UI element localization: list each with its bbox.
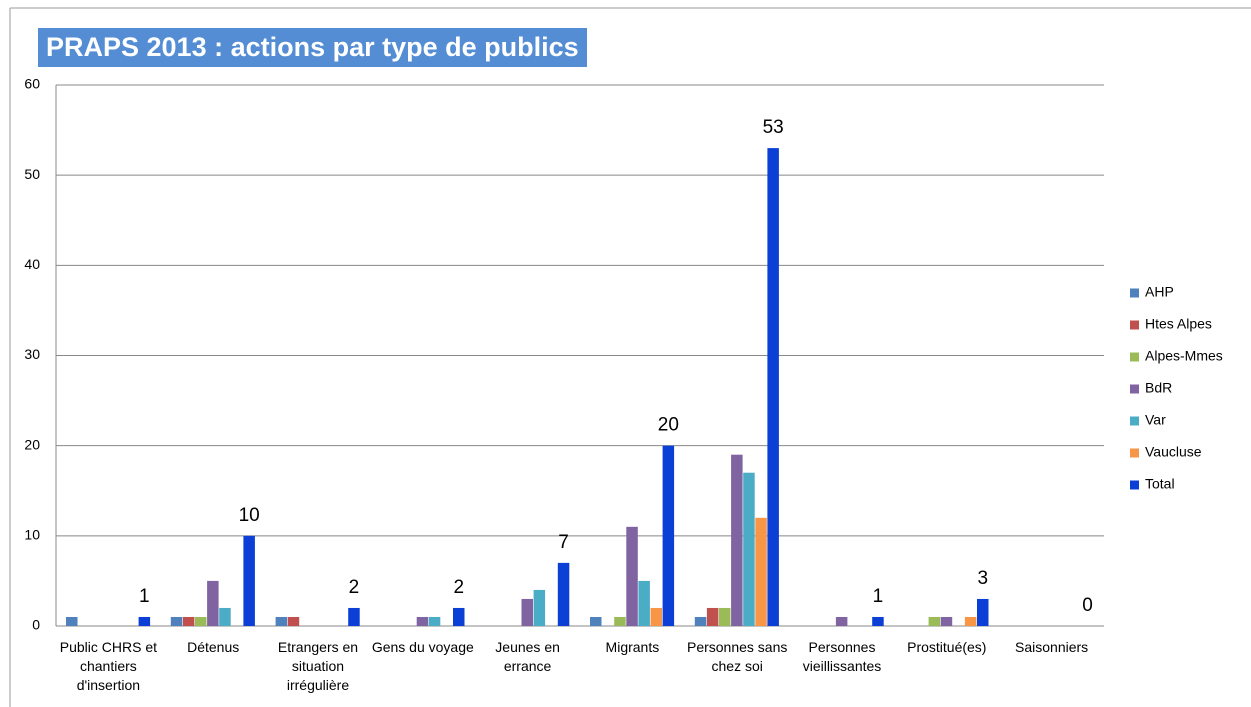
bar bbox=[521, 598, 533, 626]
bar bbox=[557, 562, 570, 626]
y-tick-label: 10 bbox=[24, 527, 40, 543]
x-tick-label: Détenus bbox=[187, 639, 240, 655]
y-tick-label: 40 bbox=[24, 256, 40, 272]
y-tick-label: 0 bbox=[32, 617, 40, 633]
chart-title: PRAPS 2013 : actions par type de publics bbox=[38, 28, 587, 67]
data-label: 1 bbox=[139, 586, 150, 607]
bar bbox=[195, 616, 207, 626]
data-label: 0 bbox=[1082, 595, 1093, 616]
y-tick-label: 60 bbox=[24, 76, 40, 92]
bar bbox=[243, 535, 255, 626]
bar bbox=[219, 607, 231, 626]
bar bbox=[182, 616, 195, 626]
data-label: 2 bbox=[349, 577, 360, 598]
x-tick-label: Personnes vieillissantes bbox=[802, 639, 882, 674]
x-tick-label: Etrangers en situation irrégulière bbox=[277, 639, 359, 693]
bar bbox=[964, 616, 977, 626]
bar bbox=[614, 616, 626, 626]
legend-label: Total bbox=[1145, 476, 1175, 492]
legend-label: Alpes-Mmes bbox=[1145, 348, 1223, 364]
legend-swatch bbox=[1130, 384, 1139, 394]
y-tick-label: 20 bbox=[24, 436, 40, 452]
legend-swatch bbox=[1130, 480, 1139, 490]
legend-label: BdR bbox=[1145, 380, 1172, 396]
x-tick-label: Saisonniers bbox=[1015, 639, 1089, 655]
bar bbox=[453, 607, 465, 626]
legend-swatch bbox=[1130, 352, 1139, 362]
bar bbox=[767, 148, 779, 626]
bar bbox=[590, 616, 602, 626]
legend-swatch bbox=[1130, 288, 1139, 298]
bar bbox=[170, 616, 183, 626]
data-label: 20 bbox=[658, 415, 679, 436]
legend-swatch bbox=[1130, 320, 1139, 330]
legend-label: Htes Alpes bbox=[1145, 316, 1212, 332]
bar bbox=[533, 589, 546, 626]
bar bbox=[719, 607, 731, 626]
bar bbox=[638, 580, 650, 626]
bar bbox=[138, 616, 151, 626]
bar bbox=[743, 472, 755, 626]
bar bbox=[650, 607, 662, 626]
data-label: 53 bbox=[763, 117, 784, 138]
bar bbox=[872, 616, 884, 626]
bar bbox=[287, 616, 300, 626]
x-tick-label: Jeunes en errance bbox=[495, 639, 560, 674]
y-tick-label: 50 bbox=[24, 166, 40, 182]
data-label: 2 bbox=[453, 577, 464, 598]
y-tick-label: 30 bbox=[24, 346, 40, 362]
bar bbox=[626, 526, 638, 626]
legend-label: Var bbox=[1145, 412, 1166, 428]
bar bbox=[731, 454, 743, 626]
x-tick-label: Gens du voyage bbox=[371, 639, 474, 655]
bar bbox=[348, 607, 360, 626]
data-label: 10 bbox=[239, 505, 260, 526]
legend-label: Vaucluse bbox=[1145, 444, 1202, 460]
data-label: 7 bbox=[558, 532, 569, 553]
bar bbox=[694, 616, 707, 626]
bar bbox=[275, 616, 288, 626]
bar bbox=[755, 517, 767, 626]
legend-label: AHP bbox=[1145, 284, 1174, 300]
bar bbox=[416, 616, 429, 626]
bar bbox=[706, 607, 719, 626]
legend-swatch bbox=[1130, 416, 1139, 426]
data-label: 3 bbox=[977, 568, 988, 589]
x-tick-label: Public CHRS et chantiers d'insertion bbox=[59, 639, 158, 693]
data-label: 1 bbox=[873, 586, 884, 607]
bar bbox=[928, 616, 941, 626]
bar bbox=[835, 616, 848, 626]
x-tick-label: Personnes sans chez soi bbox=[686, 639, 788, 674]
x-tick-label: Migrants bbox=[605, 639, 660, 655]
bar bbox=[66, 616, 78, 626]
legend-swatch bbox=[1130, 448, 1139, 458]
bar bbox=[940, 616, 953, 626]
bar bbox=[662, 445, 675, 626]
bar bbox=[977, 598, 989, 626]
x-tick-label: Prostitué(es) bbox=[907, 639, 987, 655]
bar bbox=[428, 616, 441, 626]
bar bbox=[207, 580, 219, 626]
